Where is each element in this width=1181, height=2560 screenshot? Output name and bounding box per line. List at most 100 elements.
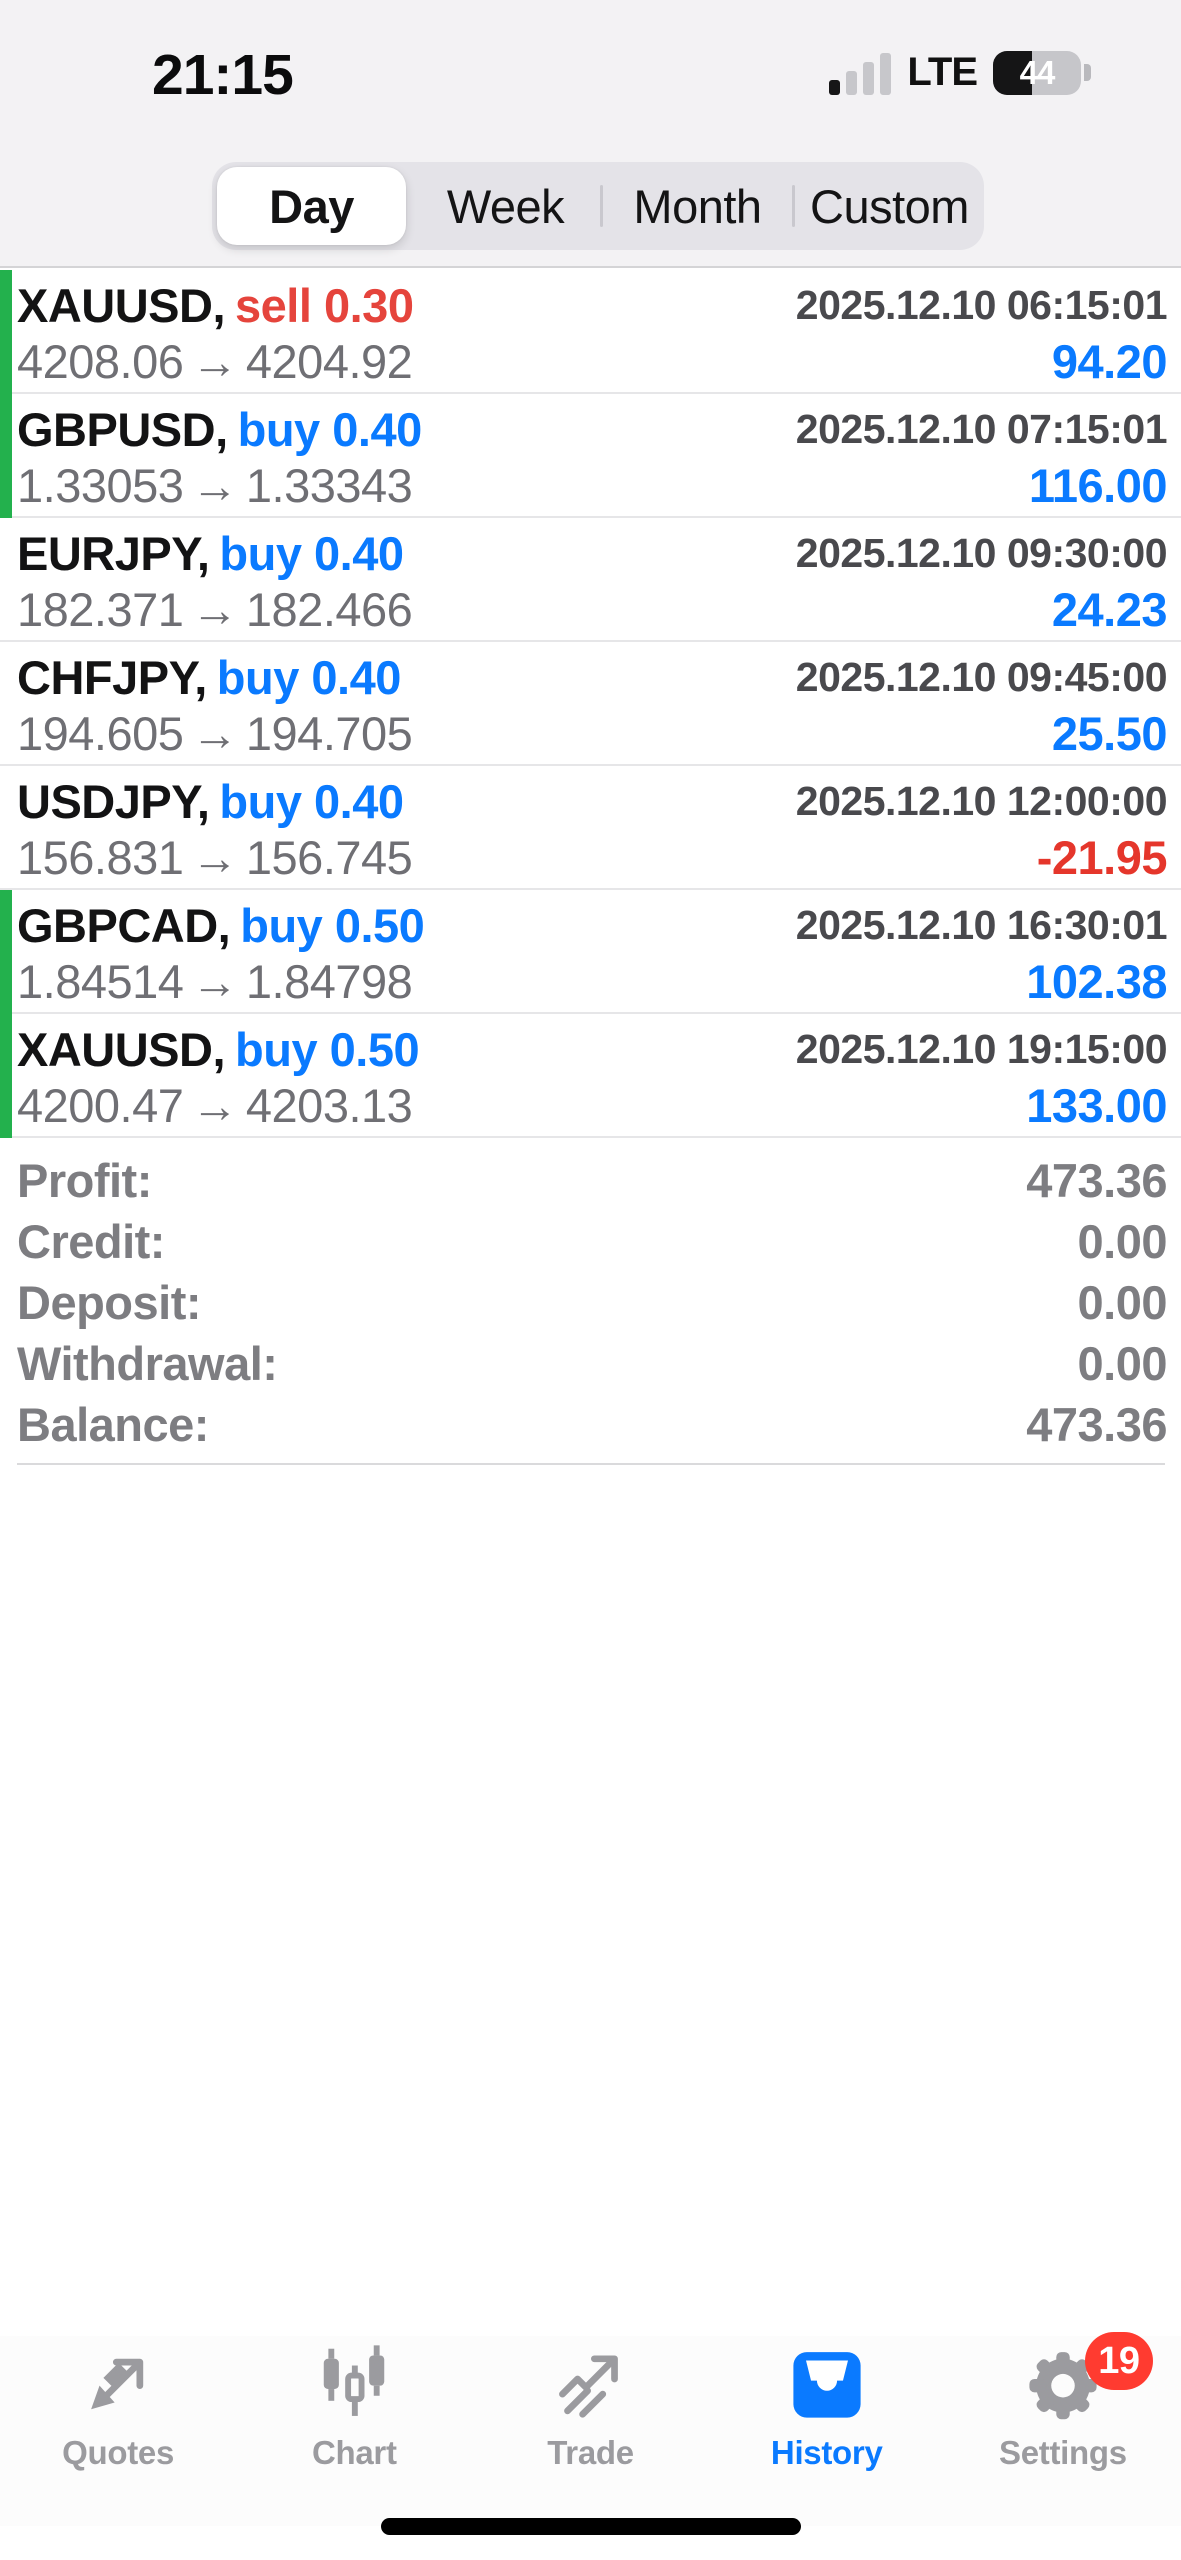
trade-open-price: 4200.47 — [17, 1078, 184, 1132]
trade-side: buy 0.40 — [219, 774, 404, 828]
trade-close-price: 4204.92 — [245, 334, 413, 388]
summary-value: 0.00 — [1077, 1276, 1168, 1329]
trade-open-price: 156.831 — [17, 830, 184, 884]
tab-chart[interactable]: Chart — [236, 2336, 472, 2526]
trade-profit: 133.00 — [1026, 1078, 1167, 1132]
tab-label-quotes: Quotes — [62, 2434, 175, 2471]
trade-open-price: 182.371 — [17, 582, 184, 636]
trade-marker-bar — [0, 890, 12, 1014]
segment-custom[interactable]: Custom — [810, 179, 969, 233]
trade-symbol: CHFJPY, — [17, 650, 207, 704]
summary-value: 473.36 — [1026, 1154, 1167, 1207]
trade-symbol: EURJPY, — [17, 526, 210, 580]
period-segmented-control: Day Week Month Custom — [212, 162, 984, 250]
trade-prices: 156.831 → 156.745 — [17, 830, 413, 885]
trade-icon — [558, 2355, 618, 2418]
settings-badge: 19 — [1084, 2332, 1153, 2390]
tab-trade[interactable]: Trade — [472, 2336, 708, 2526]
trade-side: buy 0.40 — [237, 402, 423, 456]
trade-close-price: 1.84798 — [245, 954, 413, 1008]
tab-label-settings: Settings — [999, 2434, 1127, 2471]
segment-month[interactable]: Month — [633, 179, 762, 233]
summary-divider — [17, 1463, 1165, 1465]
trade-row[interactable]: GBPUSD, buy 0.40 2025.12.10 07:15:01 1.33… — [0, 394, 1181, 518]
tab-quotes[interactable]: Quotes — [0, 2336, 236, 2526]
trade-symbol: USDJPY, — [17, 774, 210, 828]
trade-profit: 25.50 — [1051, 706, 1168, 760]
summary-label: Balance: — [17, 1398, 209, 1451]
trade-side: buy 0.50 — [235, 1022, 420, 1076]
history-icon — [793, 2352, 861, 2418]
tab-bar: Quotes Chart — [0, 2332, 1181, 2526]
trade-datetime: 2025.12.10 19:15:00 — [795, 1025, 1168, 1072]
trade-title: GBPCAD, buy 0.50 — [17, 898, 425, 953]
trade-title: EURJPY, buy 0.40 — [17, 526, 404, 581]
segment-divider — [600, 185, 603, 227]
trade-row-bottom-line: 1.33053 → 1.33343 116.00 — [17, 456, 1168, 514]
trade-row[interactable]: XAUUSD, buy 0.50 2025.12.10 19:15:00 4200… — [0, 1014, 1181, 1138]
trade-row-top-line: XAUUSD, buy 0.50 2025.12.10 19:15:00 — [17, 1022, 1168, 1077]
trade-prices: 1.33053 → 1.33343 — [17, 458, 413, 513]
tab-label-trade: Trade — [547, 2434, 634, 2471]
trade-row-top-line: GBPCAD, buy 0.50 2025.12.10 16:30:01 — [17, 898, 1168, 953]
home-indicator[interactable] — [380, 2518, 801, 2535]
trade-row-bottom-line: 1.84514 → 1.84798 102.38 — [17, 952, 1167, 1010]
trade-close-price: 182.466 — [245, 582, 413, 636]
trade-title: USDJPY, buy 0.40 — [17, 774, 404, 829]
battery-icon: 44 — [993, 50, 1091, 95]
trade-profit: 102.38 — [1026, 954, 1167, 1008]
trade-row[interactable]: CHFJPY, buy 0.40 2025.12.10 09:45:00 194.… — [0, 642, 1181, 766]
price-arrow-icon: → — [191, 954, 238, 1008]
trade-row-top-line: EURJPY, buy 0.40 2025.12.10 09:30:00 — [17, 526, 1168, 581]
price-arrow-icon: → — [191, 582, 238, 636]
trade-title: XAUUSD, buy 0.50 — [17, 1022, 420, 1077]
trade-symbol: XAUUSD, — [17, 1022, 226, 1076]
trade-datetime: 2025.12.10 06:15:01 — [795, 281, 1168, 328]
trade-datetime: 2025.12.10 12:00:00 — [795, 777, 1168, 824]
settings-gear-icon — [1029, 2352, 1097, 2420]
summary-value: 473.36 — [1026, 1398, 1167, 1451]
trade-title: CHFJPY, buy 0.40 — [17, 650, 401, 705]
summary-label: Deposit: — [17, 1276, 202, 1329]
trade-row-top-line: CHFJPY, buy 0.40 2025.12.10 09:45:00 — [17, 650, 1168, 705]
trade-prices: 4200.47 → 4203.13 — [17, 1078, 413, 1133]
trade-row-top-line: GBPUSD, buy 0.40 2025.12.10 07:15:01 — [17, 402, 1168, 456]
segment-day[interactable]: Day — [217, 167, 406, 245]
trade-row-bottom-line: 156.831 → 156.745 -21.95 — [17, 828, 1168, 886]
tab-settings[interactable]: Settings 19 — [945, 2332, 1181, 2526]
trade-prices: 1.84514 → 1.84798 — [17, 954, 413, 1009]
cellular-signal-icon — [829, 51, 892, 95]
tab-label-history: History — [770, 2434, 883, 2471]
trade-row[interactable]: GBPCAD, buy 0.50 2025.12.10 16:30:01 1.84… — [0, 890, 1181, 1014]
trade-datetime: 2025.12.10 07:15:01 — [795, 405, 1168, 452]
summary-label: Credit: — [17, 1215, 165, 1268]
trade-side: buy 0.40 — [216, 650, 402, 704]
tab-label-chart: Chart — [311, 2434, 397, 2471]
summary-row: Balance: 473.36 — [17, 1394, 1167, 1455]
trade-row[interactable]: EURJPY, buy 0.40 2025.12.10 09:30:00 182.… — [0, 518, 1181, 642]
trade-profit: 24.23 — [1051, 582, 1168, 636]
trade-close-price: 4203.13 — [245, 1078, 413, 1132]
trade-row[interactable]: USDJPY, buy 0.40 2025.12.10 12:00:00 156.… — [0, 766, 1181, 890]
trade-row[interactable]: XAUUSD, sell 0.30 2025.12.10 06:15:01 420… — [0, 270, 1181, 394]
trade-profit: -21.95 — [1036, 830, 1168, 884]
tab-history[interactable]: History — [709, 2336, 945, 2526]
battery-percent: 44 — [1019, 53, 1056, 91]
trade-prices: 194.605 → 194.705 — [17, 706, 413, 761]
trade-open-price: 4208.06 — [17, 334, 184, 388]
trade-prices: 4208.06 → 4204.92 — [17, 334, 413, 389]
account-summary: Profit: 473.36 Credit: 0.00 Deposit: 0.0… — [0, 1136, 1181, 1465]
price-arrow-icon: → — [191, 830, 238, 884]
trade-marker-bar — [0, 270, 12, 394]
trade-profit: 94.20 — [1051, 334, 1168, 388]
trade-datetime: 2025.12.10 16:30:01 — [795, 901, 1168, 948]
battery-cap — [1084, 64, 1091, 81]
trade-symbol: GBPUSD, — [17, 402, 228, 456]
price-arrow-icon: → — [191, 458, 238, 512]
segment-week[interactable]: Week — [446, 179, 565, 233]
trade-list: XAUUSD, sell 0.30 2025.12.10 06:15:01 420… — [0, 270, 1181, 1138]
trade-side: buy 0.50 — [240, 898, 425, 952]
trade-close-price: 194.705 — [245, 706, 413, 760]
summary-row: Credit: 0.00 — [17, 1211, 1168, 1272]
trade-open-price: 1.84514 — [17, 954, 184, 1008]
